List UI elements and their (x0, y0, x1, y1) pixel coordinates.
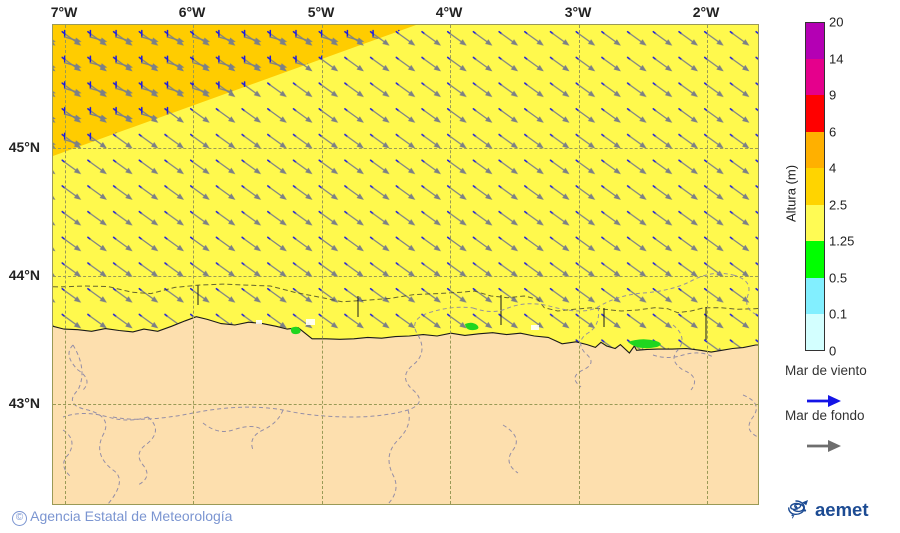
svg-text:aemet: aemet (815, 499, 868, 520)
